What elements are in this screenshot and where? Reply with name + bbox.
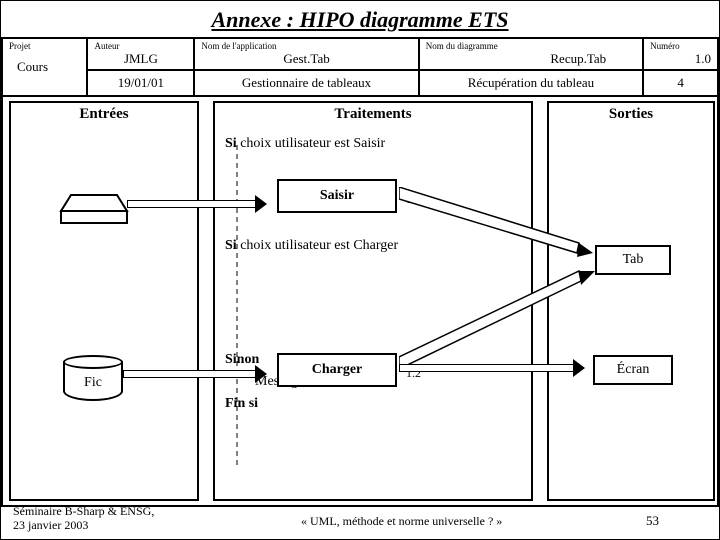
- input-fic-cylinder: Fic: [63, 355, 123, 401]
- proc-si1: Si choix utilisateur est Saisir: [215, 136, 531, 152]
- col-title-traitements: Traitements: [215, 103, 531, 126]
- col-entrees: Entrées Fic: [9, 101, 199, 501]
- val-gestionnaire: Gestionnaire de tableaux: [194, 70, 418, 96]
- val-numero: 1.0: [650, 51, 711, 67]
- box-saisir: Saisir 1.1: [277, 179, 397, 213]
- box-ecran: Écran: [593, 355, 673, 385]
- val-date: 19/01/01: [87, 70, 194, 96]
- proc-finsi: Fin si: [215, 396, 531, 412]
- col-traitements: Traitements Si choix utilisateur est Sai…: [213, 101, 533, 501]
- input-fic-label: Fic: [63, 375, 123, 391]
- main-area: Entrées Fic Traitements Si choix utilisa…: [1, 97, 719, 507]
- val-seq: 4: [643, 70, 718, 96]
- val-recuperation: Récupération du tableau: [419, 70, 643, 96]
- footer-page-number: 53: [646, 513, 659, 529]
- arrow-charger-to-ecran: [399, 361, 585, 375]
- arrow-fic-to-charger: [123, 367, 267, 381]
- footer-seminar: Séminaire B-Sharp & ENSG, 23 janvier 200…: [13, 505, 154, 533]
- box-charger: Charger 1.2: [277, 353, 397, 387]
- page-title: Annexe : HIPO diagramme ETS: [1, 1, 719, 37]
- arrow-kb-to-saisir: [127, 197, 267, 211]
- label-nom-diag: Nom du diagramme: [426, 41, 636, 51]
- input-keyboard-shape: [59, 193, 129, 232]
- label-auteur: Auteur: [94, 41, 187, 51]
- col-sorties: Sorties Tab Écran: [547, 101, 715, 501]
- header-table: Projet Cours Auteur JMLG Nom de l'applic…: [1, 37, 719, 97]
- col-title-sorties: Sorties: [549, 103, 713, 126]
- footer-quote: « UML, méthode et norme universelle ? »: [301, 514, 502, 529]
- label-numero: Numéro: [650, 41, 711, 51]
- label-projet: Projet: [9, 41, 80, 51]
- proc-si2: Si choix utilisateur est Charger: [215, 238, 531, 254]
- val-nom-diag: Recup.Tab: [426, 51, 636, 67]
- col-title-entrees: Entrées: [11, 103, 197, 126]
- val-projet: Cours: [9, 51, 80, 75]
- val-auteur: JMLG: [94, 51, 187, 67]
- num-saisir: 1.1: [406, 192, 421, 207]
- val-nom-app: Gest.Tab: [201, 51, 411, 67]
- box-tab: Tab: [595, 245, 671, 275]
- label-nom-app: Nom de l'application: [201, 41, 411, 51]
